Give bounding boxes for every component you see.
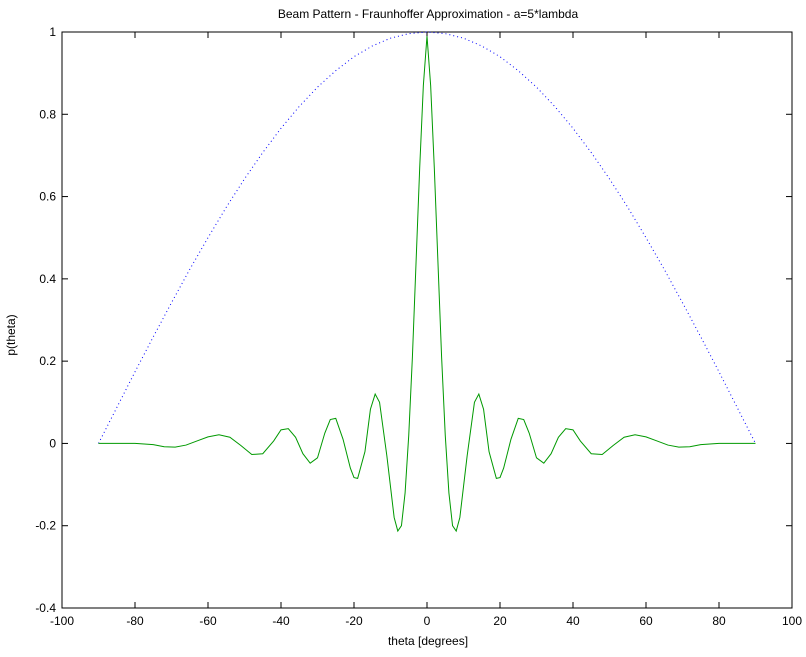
y-tick-label: -0.2 xyxy=(35,519,56,533)
x-tick-label: 40 xyxy=(566,614,580,628)
y-tick-label: 0.2 xyxy=(39,354,56,368)
y-tick-label: 0.8 xyxy=(39,107,56,121)
axes-box xyxy=(61,31,793,609)
x-axis: -100 -80 -60 -40 -20 0 20 40 60 80 100 xyxy=(50,32,802,628)
y-axis: -0.4 -0.2 0 0.2 0.4 0.6 0.8 1 xyxy=(35,25,792,615)
y-tick-label: 1 xyxy=(49,25,56,39)
x-tick-label: 80 xyxy=(712,614,726,628)
plot-area xyxy=(61,31,793,609)
x-tick-label: 20 xyxy=(493,614,507,628)
x-tick-label: -60 xyxy=(199,614,217,628)
y-axis-label: p(theta) xyxy=(4,314,18,355)
y-tick-label: 0.6 xyxy=(39,190,56,204)
chart-title: Beam Pattern - Fraunhoffer Approximation… xyxy=(278,7,579,21)
x-tick-label: -20 xyxy=(345,614,363,628)
series-layer xyxy=(98,31,756,533)
x-axis-label: theta [degrees] xyxy=(388,634,468,648)
x-tick-label: 100 xyxy=(782,614,802,628)
x-tick-label: 0 xyxy=(424,614,431,628)
series-line-solid xyxy=(98,36,756,533)
x-tick-label: 60 xyxy=(639,614,653,628)
y-tick-label: 0.4 xyxy=(39,272,56,286)
y-tick-label: 0 xyxy=(49,436,56,450)
x-tick-label: -100 xyxy=(50,614,74,628)
x-tick-label: -40 xyxy=(272,614,290,628)
y-tick-label: -0.4 xyxy=(35,601,56,615)
x-tick-label: -80 xyxy=(126,614,144,628)
